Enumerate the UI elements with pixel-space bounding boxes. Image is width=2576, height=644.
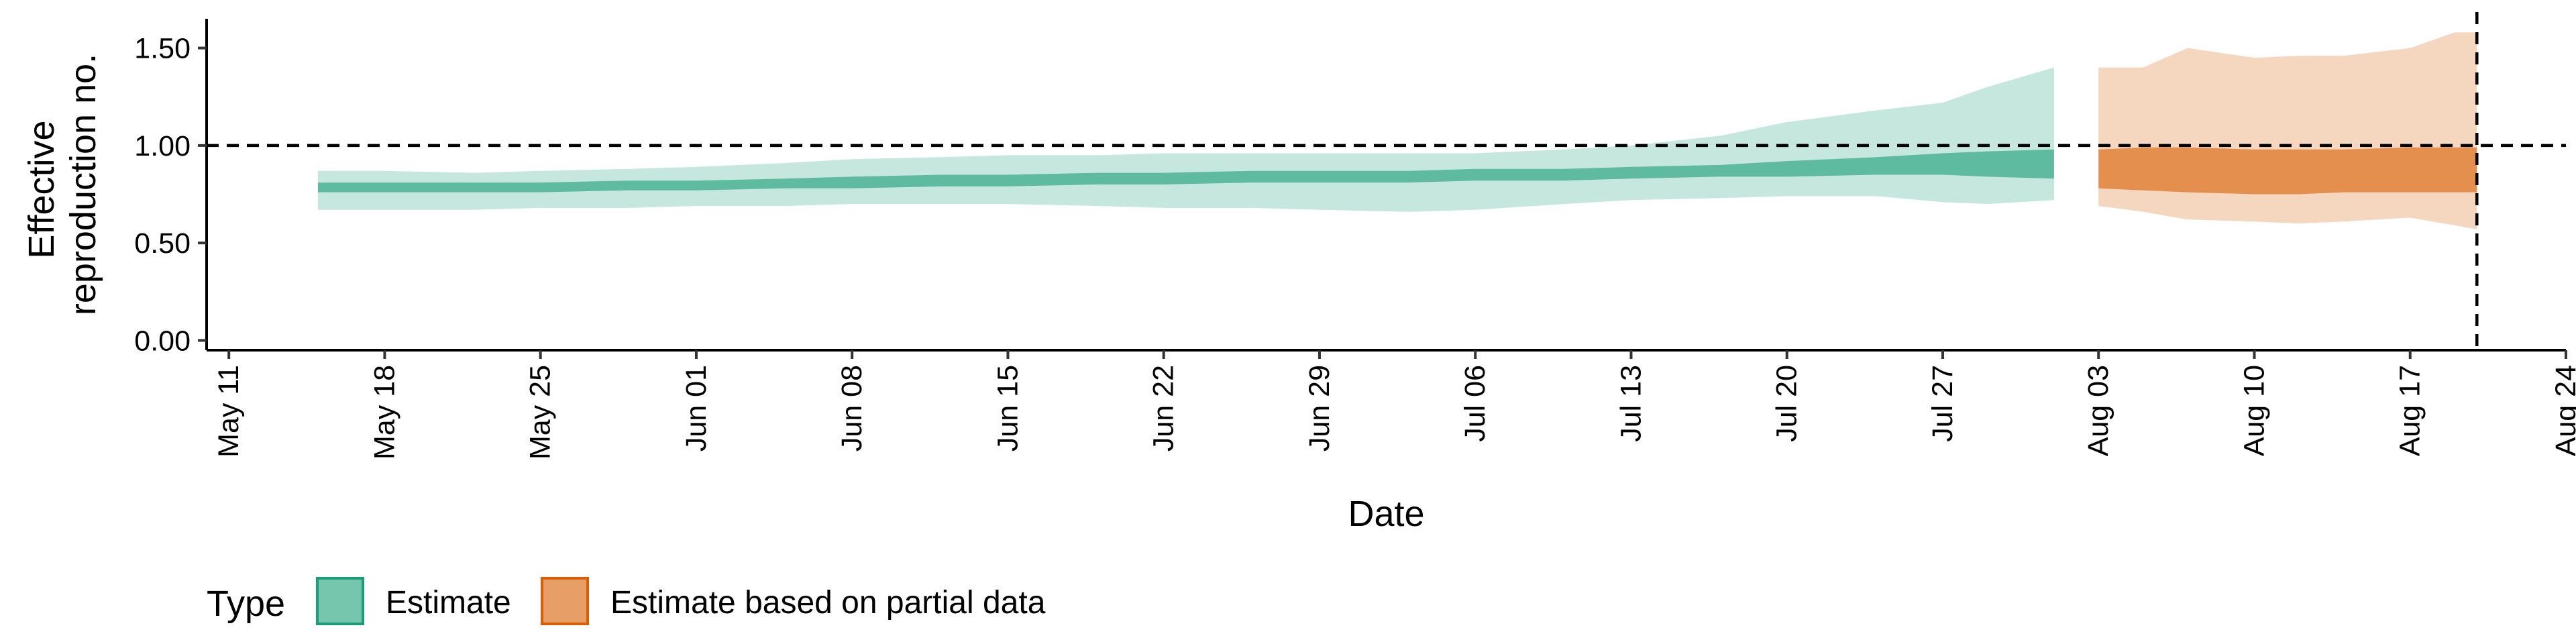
tick-layer: 0.00 0.50 1.00 1.50 May 11 May 18 May 25 Jun 01…: [134, 33, 2576, 460]
legend: Type Estimate Estimate based on partial …: [207, 577, 1046, 625]
legend-key-estimate: [316, 577, 364, 625]
x-tick-label: Jun 01: [680, 365, 712, 451]
x-tick-label: Jul 13: [1615, 365, 1647, 442]
x-tick-label: May 25: [525, 365, 557, 460]
inner-band-estimate: [317, 149, 2054, 193]
legend-title: Type: [207, 584, 285, 624]
x-tick-label: Aug 03: [2082, 365, 2114, 456]
x-tick-label: Jun 22: [1148, 365, 1180, 451]
legend-label-estimate: Estimate: [386, 585, 511, 621]
y-axis-title-line-1: Effective: [21, 120, 62, 258]
legend-key-partial-data: [541, 577, 589, 625]
y-tick-label: 1.00: [134, 130, 191, 162]
reference-lines: [207, 12, 2566, 350]
axes: [205, 19, 2566, 352]
x-tick-label: Jun 08: [836, 365, 868, 451]
band-layer: [317, 32, 2477, 229]
inner-band-partial-data: [2098, 147, 2477, 195]
x-tick-label: Jun 15: [991, 365, 1024, 451]
y-axis-title-line-2: reproduction no.: [63, 54, 103, 315]
y-tick-label: 1.50: [134, 33, 191, 65]
x-tick-label: Jul 27: [1927, 365, 1959, 442]
y-axis-title: Effective reproduction no.: [21, 54, 103, 315]
x-axis-title: Date: [1348, 494, 1424, 534]
x-tick-label: Jun 29: [1303, 365, 1336, 451]
x-tick-label: Jul 20: [1771, 365, 1803, 442]
x-tick-label: Aug 10: [2238, 365, 2270, 456]
x-tick-label: Aug 24: [2550, 365, 2576, 456]
outer-band-partial-data: [2098, 32, 2477, 229]
legend-label-partial-data: Estimate based on partial data: [610, 585, 1046, 621]
y-tick-label: 0.00: [134, 325, 191, 357]
y-tick-label: 0.50: [134, 227, 191, 260]
x-tick-label: May 11: [213, 365, 245, 458]
x-tick-label: Jul 06: [1459, 365, 1491, 442]
x-tick-label: May 18: [368, 365, 400, 460]
x-tick-label: Aug 17: [2394, 365, 2426, 456]
